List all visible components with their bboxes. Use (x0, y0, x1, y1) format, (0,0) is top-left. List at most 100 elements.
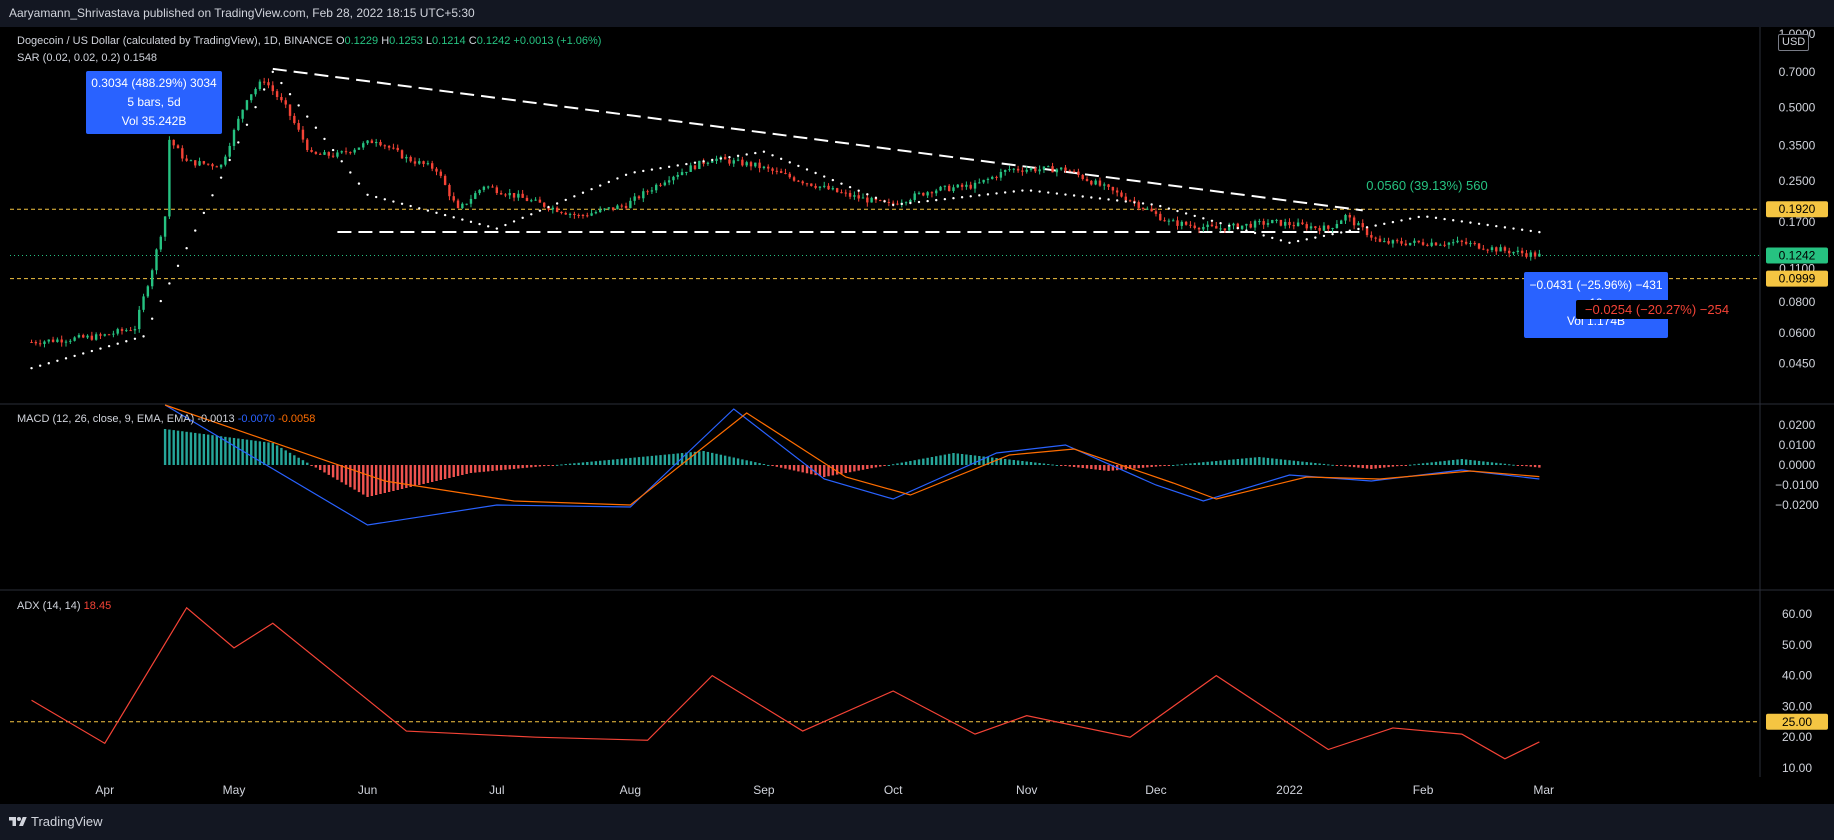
candle-body (866, 197, 869, 203)
measure-box-1[interactable]: 0.3034 (488.29%) 3034 5 bars, 5d Vol 35.… (86, 71, 222, 134)
macd-histogram-bar (767, 464, 770, 466)
macd-histogram-bar (250, 440, 253, 465)
candle-body (573, 213, 576, 215)
candle-body (1107, 184, 1110, 187)
macd-histogram-bar (1271, 458, 1274, 465)
macd-histogram-bar (629, 457, 632, 465)
macd-histogram-bar (1538, 465, 1541, 468)
sar-dot (418, 207, 421, 210)
candle-body (293, 115, 296, 124)
sar-dot (486, 225, 490, 228)
candle-body (1318, 227, 1321, 231)
macd-histogram-bar (340, 465, 343, 483)
chart-area[interactable] (0, 27, 1834, 804)
macd-histogram-bar (1150, 465, 1153, 467)
price-tag-label: 0.1242 (1779, 249, 1816, 263)
candle-body (857, 195, 860, 199)
macd-legend[interactable]: MACD (12, 26, close, 9, EMA, EMA) -0.001… (17, 413, 315, 425)
macd-histogram-bar (530, 465, 533, 468)
candle-body (297, 123, 300, 130)
candle-body (51, 339, 55, 342)
macd-histogram-bar (396, 465, 399, 490)
macd-histogram-bar (805, 465, 809, 474)
macd-histogram-bar (1210, 461, 1214, 465)
sar-dot (280, 81, 283, 85)
candle-body (1520, 250, 1524, 254)
candle-body (159, 236, 162, 250)
sar-dot (469, 220, 473, 224)
macd-histogram-bar (667, 454, 671, 465)
currency-button[interactable]: USD (1778, 34, 1810, 51)
adx-legend[interactable]: ADX (14, 14) 18.45 (17, 600, 111, 612)
macd-histogram-bar (409, 465, 412, 487)
sar-dot (917, 200, 921, 204)
macd-histogram-bar (1516, 465, 1520, 466)
macd-histogram-bar (288, 452, 292, 465)
sar-dot (452, 216, 455, 219)
macd-histogram-bar (857, 465, 860, 471)
candle-body (926, 192, 929, 196)
macd-histogram-bar (1469, 459, 1472, 465)
candle-body (1361, 223, 1364, 228)
candle-body (655, 184, 658, 191)
sar-dot (900, 202, 903, 206)
macd-histogram-bar (973, 455, 977, 465)
sar-dot (254, 105, 257, 109)
macd-histogram-bar (280, 447, 283, 465)
candle-body (1008, 169, 1011, 171)
macd-histogram-bar (896, 463, 899, 465)
macd-signal-value: -0.0058 (278, 413, 316, 425)
candle-body (848, 192, 852, 197)
macd-histogram-bar (1184, 463, 1188, 465)
macd-histogram-bar (521, 465, 524, 469)
macd-histogram-bar (504, 465, 507, 470)
candle-body (1189, 224, 1192, 226)
macd-histogram-bar (840, 465, 843, 474)
macd-histogram-bar (835, 465, 839, 475)
candle-body (228, 145, 231, 157)
symbol-legend[interactable]: Dogecoin / US Dollar (calculated by Trad… (17, 35, 601, 47)
macd-histogram-bar (1340, 465, 1343, 466)
candle-body (448, 184, 451, 197)
sar-dot (728, 156, 731, 159)
candle-body (349, 152, 352, 154)
candle-body (172, 139, 175, 146)
macd-histogram-bar (1094, 465, 1097, 470)
candle-body (676, 174, 679, 177)
sar-legend[interactable]: SAR (0.02, 0.02, 0.2) 0.1548 (17, 52, 157, 64)
macd-histogram-bar (1327, 464, 1330, 466)
macd-histogram-bar (284, 450, 287, 465)
candle-body (1215, 226, 1218, 229)
sar-dot (64, 357, 68, 360)
sar-dot (1072, 194, 1076, 197)
macd-histogram-bar (418, 465, 421, 485)
macd-histogram-bar (534, 465, 537, 467)
macd-histogram-bar (293, 455, 296, 465)
sar-dot (650, 168, 654, 171)
sar-dot (762, 150, 766, 153)
macd-hist-value: -0.0013 (197, 413, 235, 425)
candle-body (237, 118, 240, 130)
measure-2-label[interactable]: 0.0560 (39.13%) 560 (1366, 178, 1488, 193)
sar-dot (435, 211, 438, 215)
candle-body (60, 339, 63, 343)
candle-body (1064, 167, 1067, 171)
sar-dot (1271, 236, 1274, 240)
candle-body (1482, 248, 1485, 250)
macd-histogram-bar (1464, 459, 1468, 465)
macd-histogram-bar (211, 435, 214, 465)
macd-histogram-bar (797, 465, 800, 472)
sar-dot (504, 223, 507, 227)
sar-dot (823, 175, 826, 178)
macd-histogram-bar (633, 457, 636, 465)
macd-tick-label: 0.0200 (1779, 418, 1816, 432)
candle-body (107, 334, 111, 336)
macd-histogram-bar (435, 465, 438, 481)
macd-histogram-bar (1452, 459, 1455, 465)
macd-histogram-bar (723, 455, 727, 465)
candle-body (1486, 249, 1489, 251)
sar-value: 0.1548 (123, 52, 158, 64)
measure-4-label[interactable]: −0.0254 (−20.27%) −254 (1576, 300, 1738, 319)
candle-body (280, 97, 283, 101)
